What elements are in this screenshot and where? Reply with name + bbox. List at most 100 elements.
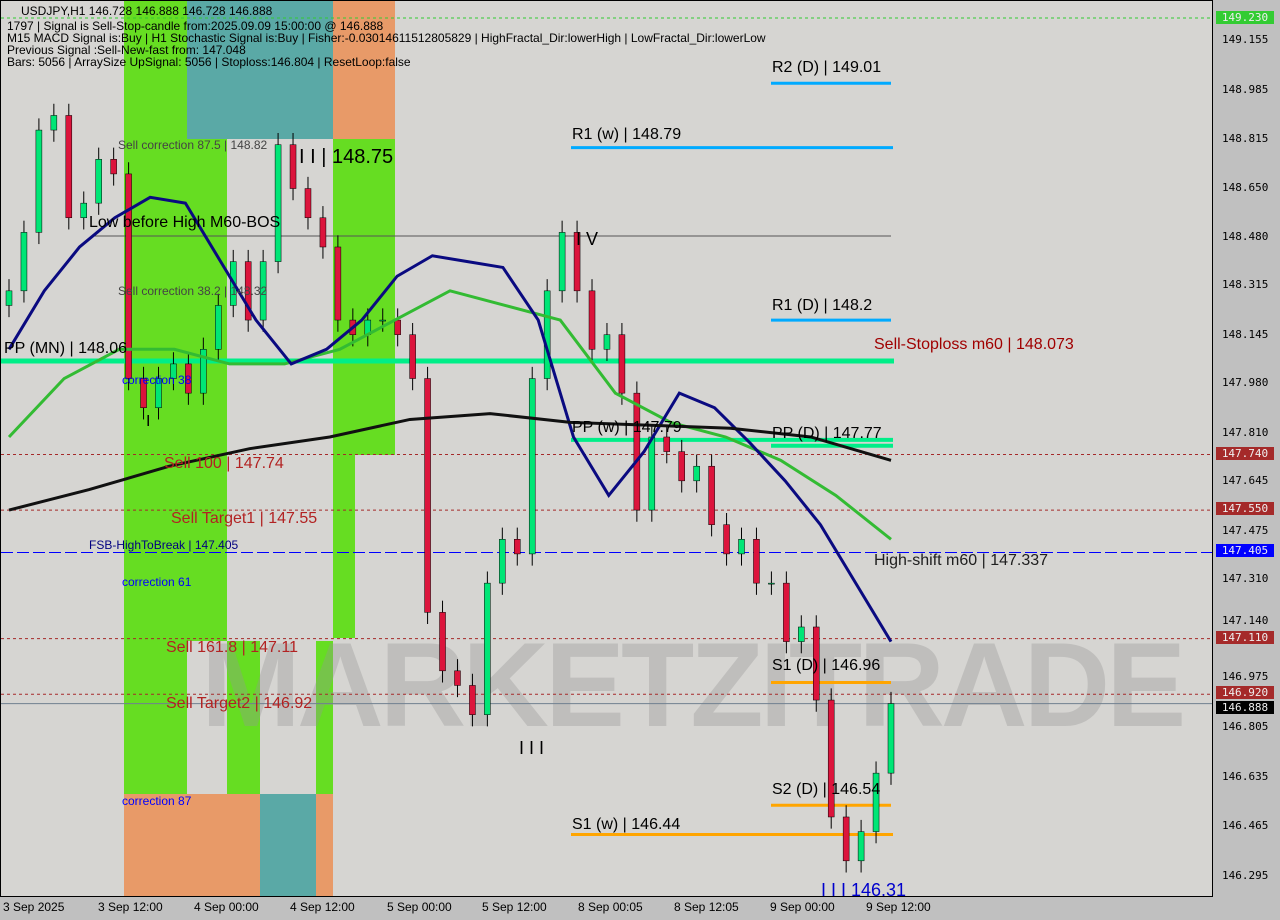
y-tick-label: 148.315 (1222, 278, 1269, 292)
y-tick-label: 148.480 (1222, 230, 1269, 244)
ma-green-line (7, 289, 892, 541)
candle-body (259, 261, 267, 321)
chart-annotation: I I I 146.31 (821, 880, 907, 897)
price-tag: 146.920 (1216, 686, 1274, 700)
y-tick-label: 147.310 (1222, 572, 1269, 586)
level-label: R1 (D) | 148.2 (772, 297, 873, 314)
y-tick-label: 148.650 (1222, 180, 1269, 194)
price-chart (1, 17, 1212, 873)
candle-body (633, 392, 641, 511)
candle-body (185, 363, 192, 394)
candle-body (827, 699, 835, 818)
chart-annotation: I I | 148.75 (299, 146, 394, 168)
chart-plot-area[interactable]: MARKETZITRADE USDJPY,H1 146.728 146.888 … (0, 0, 1213, 897)
y-tick-label: 147.645 (1222, 474, 1269, 488)
price-tag: 147.405 (1216, 544, 1274, 558)
chart-annotation: Sell correction 38.2 | 148.32 (118, 284, 268, 298)
candle-body (140, 378, 147, 409)
chart-annotation: Sell Target1 | 147.55 (171, 510, 318, 527)
zone (316, 641, 333, 794)
chart-annotation: I (146, 413, 151, 430)
level-label: S2 (D) | 146.54 (772, 781, 881, 798)
candle-body (274, 144, 282, 262)
zone (333, 139, 395, 455)
candle-body (95, 159, 102, 204)
candle-body (558, 232, 566, 292)
chart-annotation: I I I (519, 738, 545, 758)
zone (316, 794, 333, 896)
candle-body (798, 626, 805, 642)
candle-body (753, 539, 760, 584)
candle-body (155, 378, 162, 409)
candle-body (723, 524, 730, 555)
candle-body (65, 115, 73, 219)
x-tick-label: 4 Sep 12:00 (290, 900, 355, 914)
candle-body (424, 378, 431, 613)
candle-body (573, 232, 581, 292)
chart-annotation: I V (576, 229, 599, 249)
ma-black-line (8, 412, 892, 512)
candle-body (783, 582, 790, 642)
price-tag: 147.550 (1216, 502, 1274, 516)
candle-body (50, 115, 58, 131)
y-tick-label: 146.295 (1222, 868, 1269, 882)
candle-body (813, 626, 820, 701)
level-label: PP (MN) | 148.06 (4, 340, 128, 357)
x-tick-label: 8 Sep 12:05 (674, 900, 739, 914)
candle-body (200, 349, 207, 394)
y-tick-label: 146.975 (1222, 670, 1269, 684)
ma-blue-line (7, 195, 893, 643)
candle-body (842, 816, 850, 862)
y-tick-label: 147.140 (1222, 613, 1269, 627)
chart-annotation: High-shift m60 | 147.337 (874, 552, 1049, 569)
candle-body (663, 436, 671, 452)
chart-annotation: Sell correction 87.5 | 148.82 (118, 138, 268, 152)
chart-annotation: Sell 161.8 | 147.11 (166, 639, 298, 656)
candle-body (304, 188, 312, 219)
y-tick-label: 148.985 (1222, 82, 1269, 96)
x-tick-label: 8 Sep 00:05 (578, 900, 643, 914)
zone (260, 794, 316, 896)
y-tick-label: 146.465 (1222, 819, 1269, 833)
candle-body (588, 290, 596, 350)
chart-annotation: Low before High M60-BOS (89, 214, 281, 231)
zone (227, 641, 260, 794)
candle-body (678, 451, 685, 482)
y-tick-label: 147.475 (1222, 523, 1269, 537)
candle-body (887, 703, 895, 774)
candle-body (394, 319, 401, 335)
x-tick-label: 3 Sep 12:00 (98, 900, 163, 914)
candle-body (35, 129, 43, 233)
signal-line: 1797 | Signal is Sell-Stop-candle from:2… (7, 19, 384, 33)
chart-annotation: Sell 100 | 147.74 (164, 455, 284, 472)
chart-annotation: Sell Target2 | 146.92 (166, 695, 313, 712)
level-label: S1 (w) | 146.44 (572, 816, 681, 833)
candle-body (439, 612, 446, 672)
y-tick-label: 148.145 (1222, 328, 1269, 342)
candle-body (857, 831, 865, 862)
candle-body (768, 582, 775, 585)
candle-body (80, 202, 87, 219)
candle-body (469, 685, 476, 715)
candle-body (514, 539, 521, 555)
candle-body (618, 334, 626, 394)
candle-body (289, 144, 297, 189)
y-tick-label: 149.155 (1222, 32, 1269, 46)
x-tick-label: 9 Sep 00:00 (770, 900, 835, 914)
chart-annotation: FSB-HighToBreak | 147.405 (89, 538, 239, 552)
zone (187, 1, 333, 139)
candle-body (215, 305, 222, 350)
price-tag: 146.888 (1216, 700, 1274, 714)
previous-signal: Previous Signal :Sell-New-fast from: 147… (7, 43, 246, 57)
x-tick-label: 4 Sep 00:00 (194, 900, 259, 914)
y-tick-label: 147.810 (1222, 426, 1269, 440)
level-label: R1 (w) | 148.79 (572, 126, 682, 143)
indicator-line: M15 MACD Signal is:Buy | H1 Stochastic S… (7, 31, 766, 45)
y-tick-label: 146.805 (1222, 719, 1269, 733)
zone (333, 455, 355, 638)
candle-body (648, 436, 656, 511)
candle-body (409, 334, 416, 379)
candle-body (603, 334, 611, 350)
y-tick-label: 148.815 (1222, 132, 1269, 146)
y-tick-label: 146.635 (1222, 769, 1269, 783)
